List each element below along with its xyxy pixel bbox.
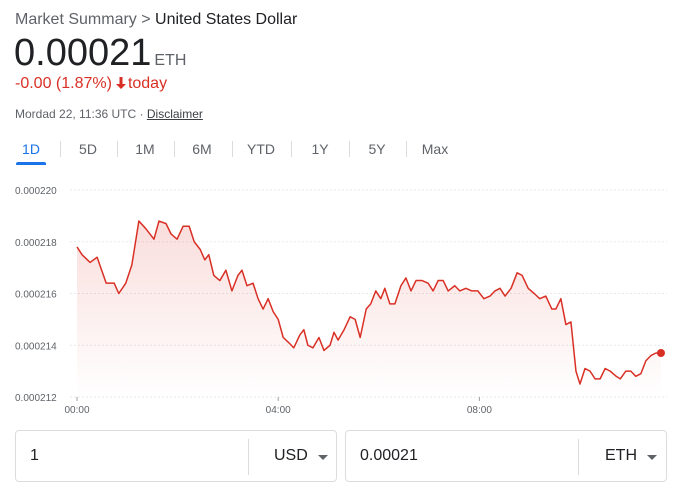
to-amount[interactable]: 0.00021 <box>360 447 418 464</box>
tab-separator <box>173 141 175 157</box>
change: -0.00 (1.87%) <box>15 75 112 92</box>
range-tab[interactable]: 1D <box>16 138 46 165</box>
x-tick-label: 08:00 <box>467 405 492 416</box>
tab-separator <box>406 141 407 157</box>
range-tab[interactable]: 1Y <box>311 141 329 157</box>
from-amount[interactable]: 1 <box>30 447 39 464</box>
down-arrow-icon <box>115 77 126 89</box>
last-point <box>656 349 665 358</box>
tab-separator <box>231 141 233 157</box>
x-tick-label: 04:00 <box>266 405 291 416</box>
change-row: -0.00 (1.87%) today <box>15 75 167 93</box>
breadcrumb: Market Summary > United States Dollar <box>15 11 297 29</box>
area-fill <box>77 221 661 397</box>
from-field: 1 USD <box>15 430 337 482</box>
range-tab[interactable]: Max <box>421 141 449 157</box>
range-tab[interactable]: 5Y <box>368 141 386 157</box>
to-field: 0.00021 ETH <box>345 430 667 482</box>
dropdown-arrow[interactable] <box>318 455 328 460</box>
y-tick-label: 0.000212 <box>15 393 57 404</box>
change-period: today <box>127 75 168 92</box>
breadcrumb-current: United States Dollar <box>155 11 298 28</box>
tab-separator <box>59 141 61 157</box>
breadcrumb-root[interactable]: Market Summary <box>15 11 137 28</box>
price-line <box>76 220 661 385</box>
tab-separator <box>348 141 350 157</box>
price-unit: ETH <box>154 52 187 69</box>
price-row: 0.00021 ETH <box>14 32 186 75</box>
price: 0.00021 <box>14 32 152 74</box>
y-tick-label: 0.000214 <box>15 341 57 352</box>
field-divider <box>248 439 249 475</box>
dropdown-arrow[interactable] <box>647 455 657 460</box>
y-tick-label: 0.000218 <box>15 238 57 249</box>
y-tick-label: 0.000216 <box>15 290 57 301</box>
timestamp: Mordad 22, 11:36 UTC · <box>15 107 144 121</box>
to-currency[interactable]: ETH <box>605 447 637 464</box>
breadcrumb-separator: > <box>141 11 151 28</box>
range-tab[interactable]: 5D <box>79 141 97 157</box>
timestamp-row: Mordad 22, 11:36 UTC · Disclaimer <box>15 107 203 121</box>
from-currency[interactable]: USD <box>274 447 308 464</box>
chart: 0.000212 0.000214 0.000216 0.000218 0.000220… <box>15 186 667 416</box>
disclaimer-link[interactable]: Disclaimer <box>146 107 203 121</box>
range-tab[interactable]: YTD <box>247 141 275 157</box>
tab-separator <box>116 141 118 157</box>
range-tabs: 1D 5D 1M 6M YTD 1Y 5Y Max <box>0 138 470 165</box>
y-tick-label: 0.000220 <box>15 186 57 197</box>
tab-separator <box>290 141 292 157</box>
range-tab[interactable]: 6M <box>192 141 212 157</box>
range-tab[interactable]: 1M <box>135 141 155 157</box>
x-tick-label: 00:00 <box>64 405 89 416</box>
field-divider <box>578 439 579 475</box>
